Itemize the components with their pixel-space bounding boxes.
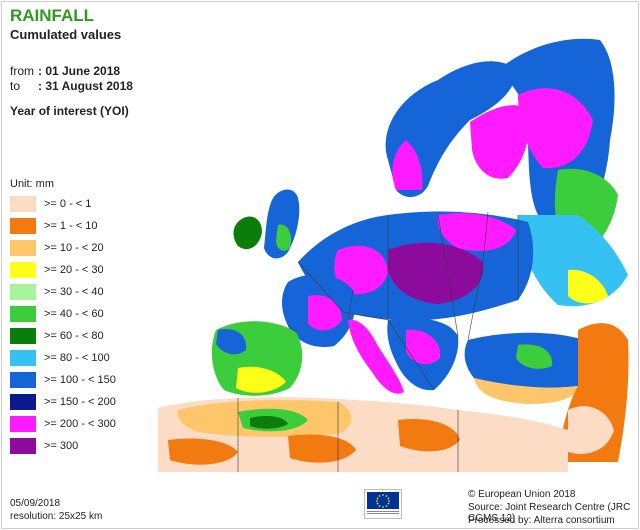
legend-swatch xyxy=(10,218,36,234)
to-label: to xyxy=(10,79,21,93)
legend-item: >= 0 - < 1 xyxy=(10,196,210,214)
sahara-orange-3 xyxy=(398,418,460,452)
legend-label: >= 10 - < 20 xyxy=(44,242,104,254)
turkey-green xyxy=(516,344,553,369)
russia-south-yellow xyxy=(568,269,608,304)
sahara-orange-2 xyxy=(288,434,356,463)
central-magenta xyxy=(334,245,388,295)
year-of-interest: Year of interest (YOI) xyxy=(10,104,129,118)
legend-label: >= 1 - < 10 xyxy=(44,220,98,232)
eu-logo-text xyxy=(367,510,399,516)
ireland xyxy=(233,216,262,250)
legend-swatch xyxy=(10,438,36,454)
legend-swatch xyxy=(10,262,36,278)
baltic-magenta xyxy=(437,213,516,251)
footer-processed: Processed by: Alterra consortium xyxy=(468,515,615,526)
russia-magenta xyxy=(518,88,593,169)
maghreb-darkgreen xyxy=(250,416,288,429)
europe-rainfall-map xyxy=(158,38,629,472)
legend-item: >= 300 xyxy=(10,438,210,456)
iberia-south-yellow xyxy=(236,366,286,393)
legend-swatch xyxy=(10,416,36,432)
sahara-orange-1 xyxy=(168,438,238,465)
legend-swatch xyxy=(10,394,36,410)
legend-swatch xyxy=(10,284,36,300)
legend-label: >= 100 - < 150 xyxy=(44,374,116,386)
to-value: : 31 August 2018 xyxy=(38,79,133,93)
eu-flag-icon xyxy=(367,492,399,509)
legend-item: >= 40 - < 60 xyxy=(10,306,210,324)
footer-source: Source: Joint Research Centre (JRC CGMS … xyxy=(468,502,631,524)
footer-copyright: © European Union 2018 xyxy=(468,489,576,500)
period-from: from : 01 June 2018 xyxy=(10,64,120,78)
map-title: RAINFALL xyxy=(10,6,95,25)
legend-label: >= 60 - < 80 xyxy=(44,330,104,342)
central-purple xyxy=(388,242,484,304)
legend-label: >= 300 xyxy=(44,440,79,452)
legend-item: >= 1 - < 10 xyxy=(10,218,210,236)
legend-label: >= 200 - < 300 xyxy=(44,418,116,430)
map-subtitle: Cumulated values xyxy=(10,27,122,42)
legend-label: >= 30 - < 40 xyxy=(44,286,104,298)
legend-item: >= 30 - < 40 xyxy=(10,284,210,302)
italy xyxy=(348,319,404,394)
middle-east-pale xyxy=(568,406,614,454)
legend-label: >= 0 - < 1 xyxy=(44,198,92,210)
footer-resolution: resolution: 25x25 km xyxy=(10,511,103,522)
britain-green xyxy=(276,224,292,251)
legend-unit: Unit: mm xyxy=(10,178,54,190)
france-magenta xyxy=(308,295,342,331)
balkans-magenta xyxy=(406,329,441,365)
legend-label: >= 80 - < 100 xyxy=(44,352,110,364)
european-commission-logo xyxy=(364,489,402,519)
scandinavia-south xyxy=(392,140,423,190)
legend-swatch xyxy=(10,306,36,322)
from-value: : 01 June 2018 xyxy=(38,64,121,78)
finland-region xyxy=(470,105,530,179)
legend-item: >= 80 - < 100 xyxy=(10,350,210,368)
legend-label: >= 150 - < 200 xyxy=(44,396,116,408)
legend-item: >= 20 - < 30 xyxy=(10,262,210,280)
turkey-south xyxy=(474,378,578,404)
legend-swatch xyxy=(10,196,36,212)
legend-label: >= 20 - < 30 xyxy=(44,264,104,276)
legend-swatch xyxy=(10,372,36,388)
country-borders xyxy=(237,211,519,472)
legend-item: >= 10 - < 20 xyxy=(10,240,210,258)
period-to: to : 31 August 2018 xyxy=(10,79,133,93)
from-label: from xyxy=(10,64,34,78)
legend-swatch xyxy=(10,350,36,366)
iberia-blue xyxy=(216,328,247,355)
legend-item: >= 200 - < 300 xyxy=(10,416,210,434)
legend-item: >= 150 - < 200 xyxy=(10,394,210,412)
legend-label: >= 40 - < 60 xyxy=(44,308,104,320)
legend-swatch xyxy=(10,240,36,256)
legend-swatch xyxy=(10,328,36,344)
legend-item: >= 100 - < 150 xyxy=(10,372,210,390)
legend-item: >= 60 - < 80 xyxy=(10,328,210,346)
footer-date: 05/09/2018 xyxy=(10,498,61,509)
